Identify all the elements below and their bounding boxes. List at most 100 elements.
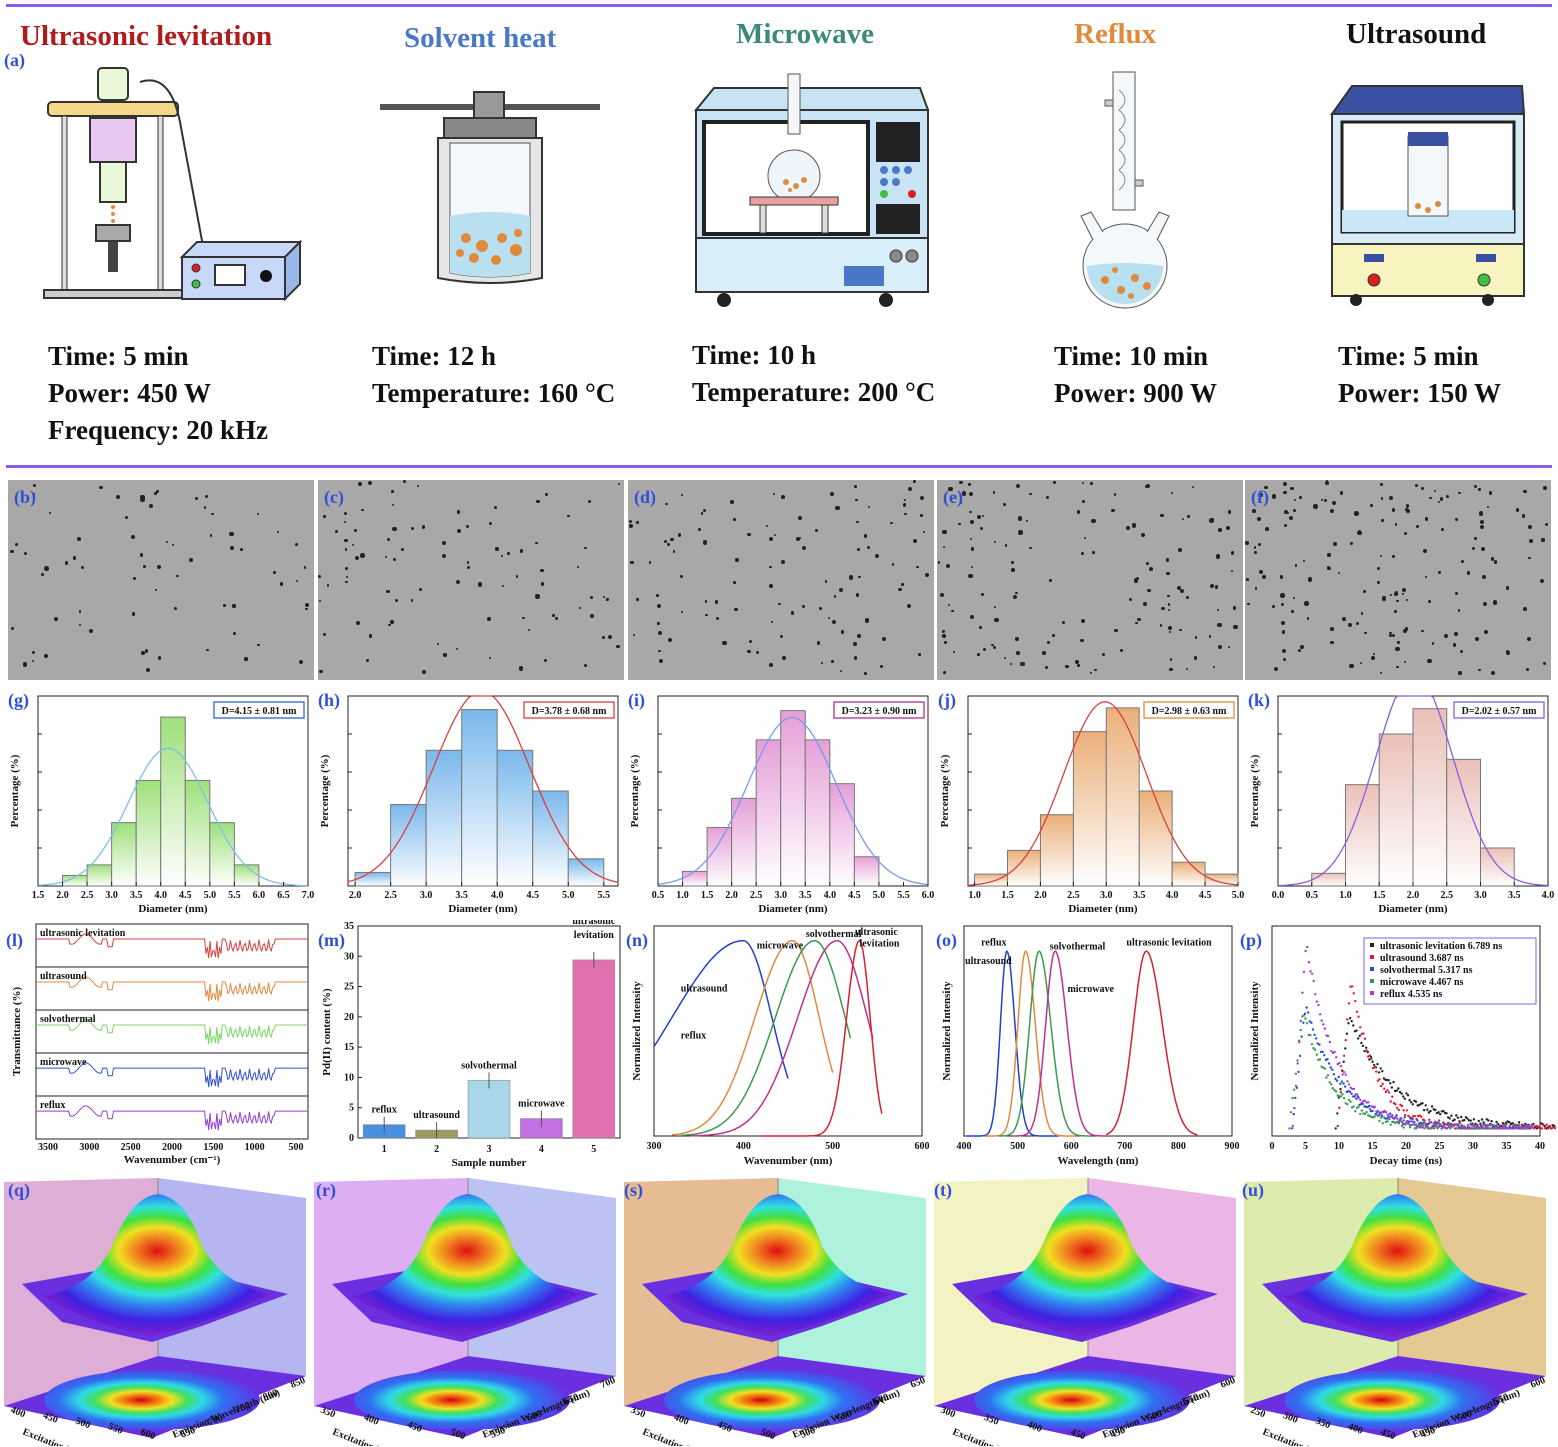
nanoparticle-dot (1474, 484, 1478, 488)
nanoparticle-dot (700, 512, 704, 515)
x-tick-label: 3.0 (420, 890, 433, 901)
nanoparticle-dot (1279, 574, 1284, 579)
decay-point (1339, 1088, 1342, 1091)
decay-point (1429, 1120, 1433, 1124)
decay-point (1507, 1127, 1510, 1130)
x-axis-label: Sample number (452, 1157, 527, 1169)
decay-point (1328, 1040, 1331, 1044)
nanoparticle-dot (755, 650, 760, 655)
nanoparticle-dot (1232, 606, 1237, 610)
params-ultrasound: Time: 5 min Power: 150 W (1338, 338, 1501, 412)
decay-point (1317, 1003, 1320, 1007)
nanoparticle-dot (369, 634, 373, 638)
nanoparticle-dot (545, 492, 549, 496)
decay-point (1330, 1083, 1333, 1086)
nanoparticle-dot (1011, 568, 1015, 573)
decay-point (1383, 1087, 1386, 1090)
decay-point (1503, 1126, 1507, 1130)
ftir-series-line (36, 976, 308, 1002)
decay-point (1385, 1117, 1389, 1120)
nanoparticle-dot (386, 538, 390, 542)
nanoparticle-dot (516, 575, 519, 578)
nanoparticle-dot (345, 575, 348, 579)
decay-point (1402, 1095, 1405, 1098)
decay-point (1510, 1127, 1513, 1130)
nanoparticle-dot (1479, 511, 1484, 516)
nanoparticle-dot (821, 662, 824, 665)
nanoparticle-dot (1053, 481, 1056, 484)
nanoparticle-dot (1290, 486, 1294, 490)
decay-point (1343, 1071, 1346, 1074)
histogram-chart-g: 1.5 2.0 2.5 3.0 3.5 4.0 4.5 5.0 5.5 6.0 6.5 7.0 Diam… (9, 695, 314, 915)
nanoparticle-dot (657, 631, 663, 636)
stat-box (1453, 701, 1545, 719)
nanoparticle-dot (1454, 591, 1459, 596)
decay-point (1380, 1113, 1383, 1116)
surface-peak (352, 1194, 582, 1336)
y-axis-label: Percentage (%) (629, 754, 641, 827)
nanoparticle-dot (1259, 569, 1264, 574)
x-tick-label: 3.5 (1133, 890, 1146, 901)
decay-point (1542, 1124, 1545, 1127)
nanoparticle-dot (1137, 618, 1141, 622)
decay-point (1396, 1106, 1399, 1110)
nanoparticle-dot (839, 669, 842, 672)
decay-point (1401, 1122, 1405, 1125)
decay-point (1332, 1073, 1336, 1076)
x-axis-label: Wavelength (nm) (1058, 1155, 1139, 1167)
nanoparticle-dot (1303, 560, 1306, 563)
nanoparticle-dot (244, 657, 248, 661)
y-tick-label: 5 (349, 1103, 354, 1114)
nanoparticle-dot (1370, 503, 1373, 507)
decay-point (1521, 1124, 1524, 1127)
nanoparticle-dot (814, 529, 818, 533)
decay-point (1341, 1069, 1344, 1073)
decay-point (1388, 1117, 1391, 1120)
x-tick-label: 4.0 (824, 890, 837, 901)
decay-point (1344, 1039, 1347, 1042)
decay-point (1371, 1109, 1374, 1113)
nanoparticle-dot (858, 575, 861, 579)
nanoparticle-dot (1209, 584, 1214, 589)
decay-point (1491, 1123, 1494, 1127)
nanoparticle-dot (132, 576, 137, 581)
decay-point (1359, 1098, 1362, 1102)
histogram-bar (1072, 731, 1107, 887)
nanoparticle-dot (392, 526, 397, 531)
panel-label-j: (j) (938, 690, 956, 710)
y-axis-label: Transmittance (%) (11, 987, 23, 1077)
nanoparticle-dot (1461, 560, 1465, 564)
panel-label-s: (s) (624, 1180, 643, 1200)
nanoparticle-dot (1321, 499, 1324, 502)
nanoparticle-dot (206, 648, 209, 652)
decay-point (1360, 1109, 1363, 1112)
excitation-tick-label: 400 (672, 1412, 690, 1428)
decay-point (1453, 1118, 1456, 1121)
nanoparticle-dot (1170, 491, 1174, 495)
decay-point (1414, 1100, 1418, 1103)
nanoparticle-dot (1089, 671, 1092, 674)
panel-label-t: (t) (934, 1180, 952, 1200)
decay-point (1517, 1121, 1521, 1124)
nanoparticle-dot (23, 551, 27, 555)
histogram-bar (567, 858, 605, 887)
nanoparticle-dot (948, 486, 953, 492)
nanoparticle-dot (456, 647, 459, 651)
nanoparticle-dot (1283, 482, 1288, 487)
nanoparticle-dot (1505, 586, 1510, 590)
decay-point (1313, 1048, 1317, 1051)
decay-point (1379, 1084, 1383, 1088)
panel-label-a: (a) (4, 50, 25, 70)
nanoparticle-dot (1233, 624, 1238, 630)
nanoparticle-dot (544, 659, 548, 663)
decay-point (1386, 1113, 1389, 1116)
excitation-emission-map-s: Excitation Wavelength (nm)Emission Wavel… (624, 1178, 927, 1446)
x-tick-label: 2000 (162, 1142, 182, 1153)
x-tick-label: 1.0 (968, 890, 981, 901)
decay-point (1482, 1121, 1485, 1124)
nanoparticle-dot (23, 662, 28, 667)
decay-point (1390, 1086, 1394, 1089)
decay-point (1545, 1123, 1548, 1126)
panel-label-l: (l) (6, 930, 23, 950)
decay-point (1338, 1061, 1341, 1065)
